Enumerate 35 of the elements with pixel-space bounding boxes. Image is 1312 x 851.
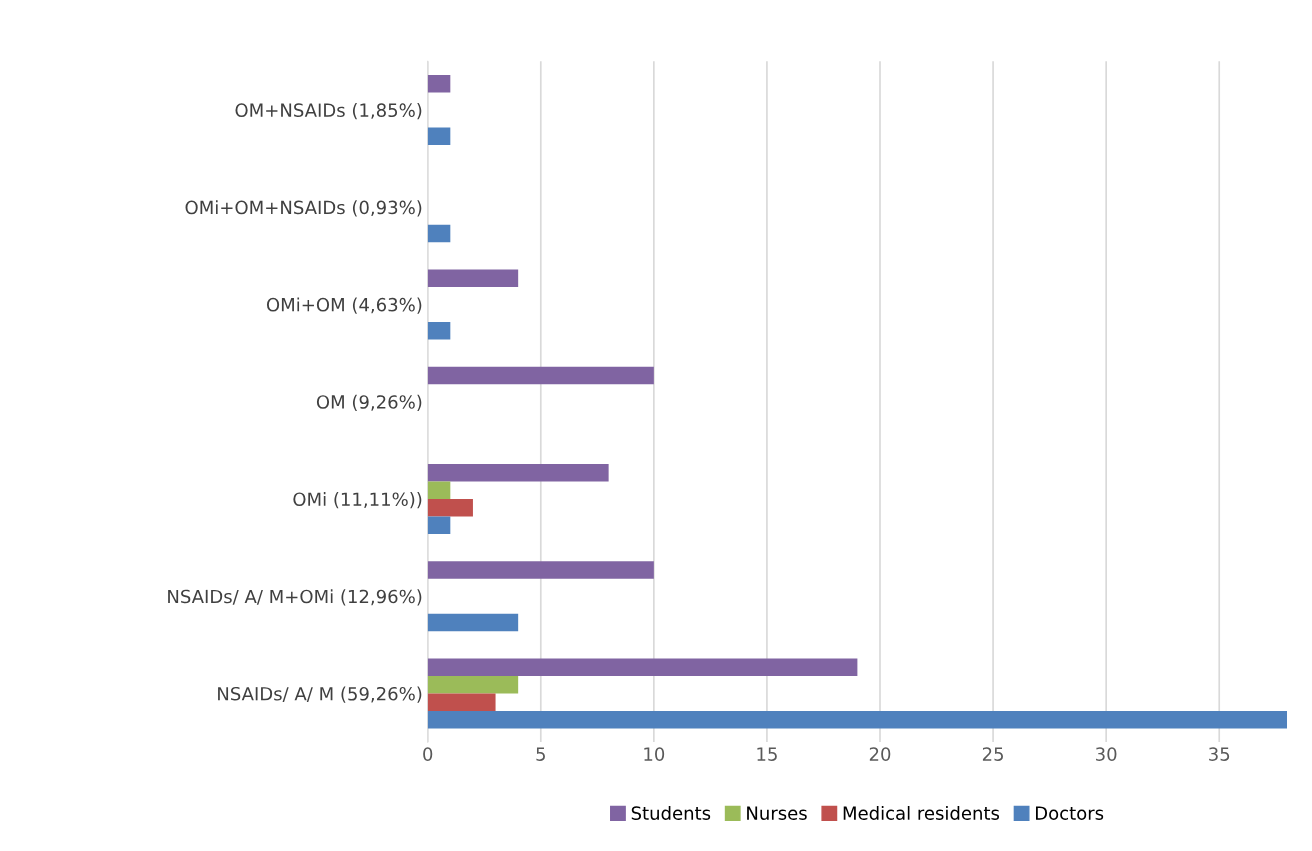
bar [427,481,451,499]
y-tick-label: OMi (11,11%)) [293,492,422,509]
y-tick-label: NSAIDs/ A/ M+OMi (12,96%) [168,589,422,606]
y-tick-label: OMi+OM (4,63%) [266,297,422,314]
x-tick-label: 35 [1209,747,1230,761]
bar [427,269,519,287]
x-tick-label: 10 [644,747,665,761]
legend-label: Students [631,805,711,820]
x-tick-label: 5 [536,747,545,761]
bar [427,561,654,579]
y-tick-label: OM+NSAIDs (1,85%) [235,103,422,120]
bar [427,224,451,243]
x-tick-label: 0 [423,747,433,761]
bar [427,693,496,711]
bar [427,127,451,145]
y-tick-label: OMi+OM+NSAIDs (0,93%) [185,200,422,217]
bar [427,463,609,482]
bar [427,498,473,517]
legend-label: Nurses [747,806,807,820]
legend-label: Medical residents [843,805,1000,820]
bar [427,658,858,676]
bar [427,675,519,694]
x-tick-label: 20 [869,747,891,761]
y-tick-label: NSAIDs/ A/ M (59,26%) [218,686,422,703]
bar [427,366,654,385]
bar [427,710,1288,729]
legend-label: Doctors [1036,806,1104,820]
bar [427,74,451,93]
bar [427,516,451,534]
y-tick-label: OM (9,26%) [316,394,422,411]
x-tick-label: 25 [982,747,1003,761]
x-tick-label: 15 [757,747,777,761]
x-tick-label: 30 [1096,747,1117,761]
bar [427,321,451,340]
bar [427,613,519,632]
